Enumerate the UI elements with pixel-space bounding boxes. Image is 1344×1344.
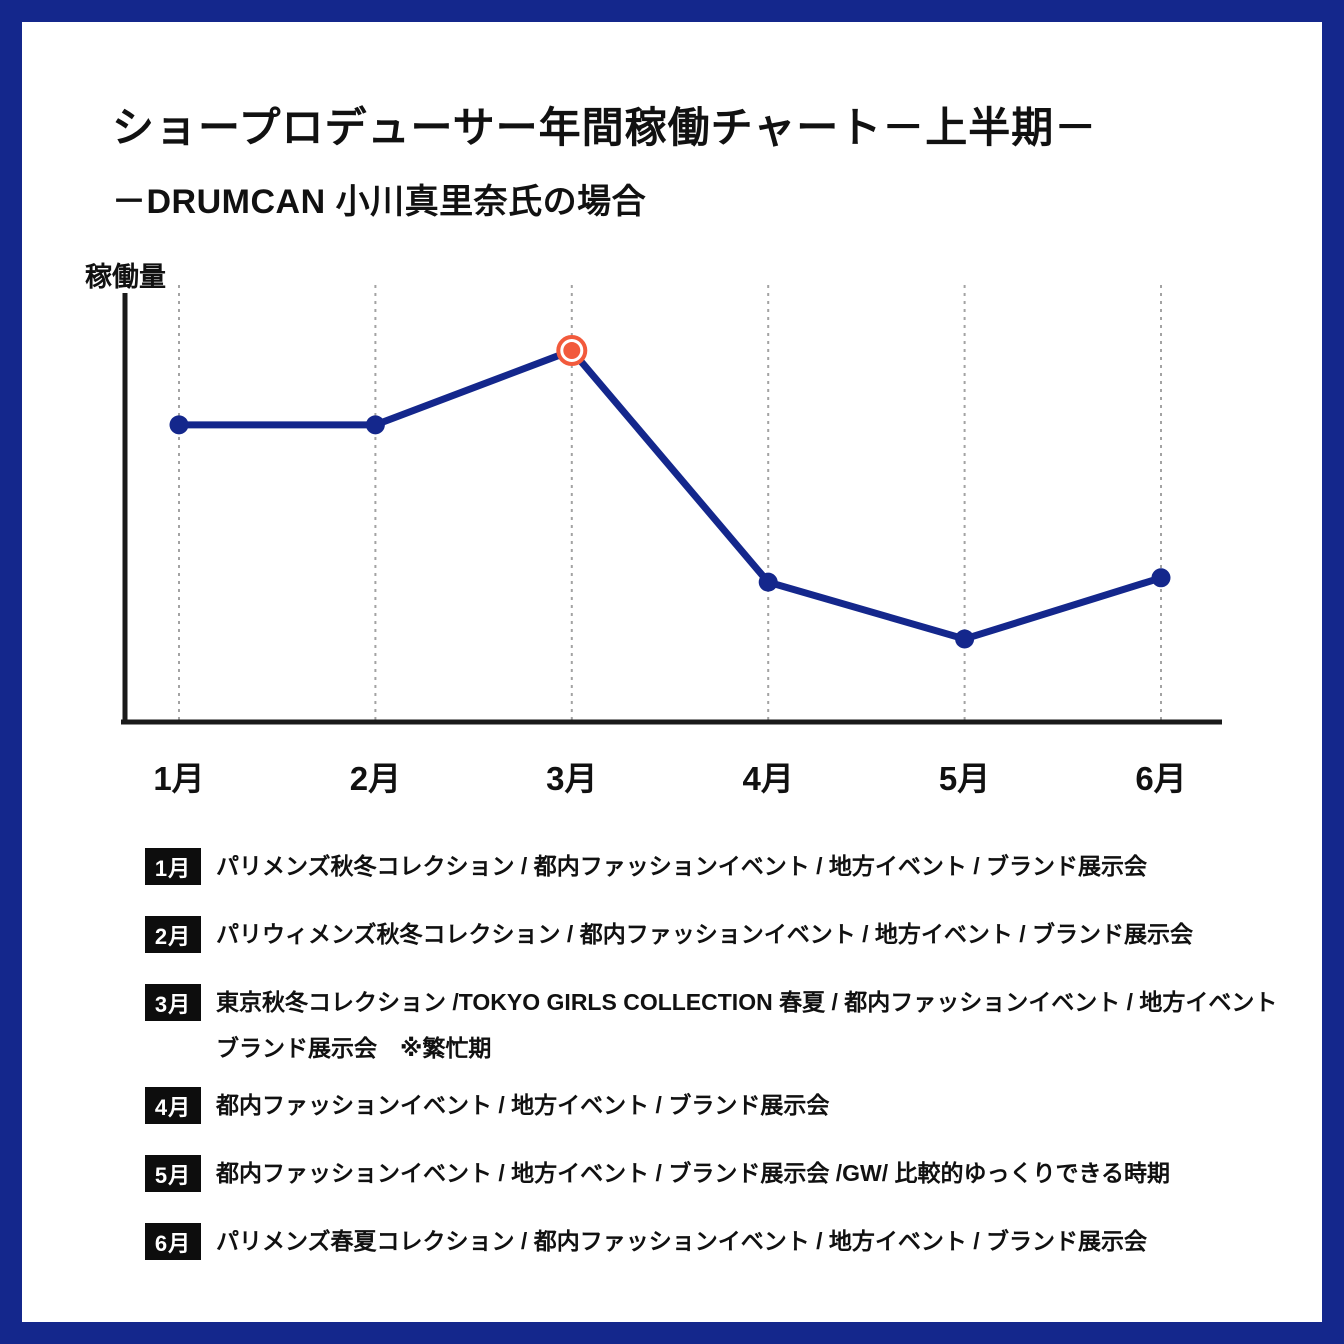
x-tick-label: 4月 xyxy=(743,760,794,797)
legend-text: ブランド展示会 ※繁忙期 xyxy=(216,1035,492,1061)
month-badge: 5月 xyxy=(145,1155,201,1192)
month-badge: 3月 xyxy=(145,984,201,1021)
chart-point xyxy=(758,572,778,592)
legend-text: 東京秋冬コレクション /TOKYO GIRLS COLLECTION 春夏 / … xyxy=(216,989,1278,1015)
page-subtitle: －DRUMCAN 小川真里奈氏の場合 xyxy=(112,183,647,221)
y-axis-label: 稼働量 xyxy=(85,262,166,292)
chart-point xyxy=(1151,568,1171,588)
x-tick-label: 1月 xyxy=(153,760,204,797)
legend-text: パリメンズ春夏コレクション / 都内ファッションイベント / 地方イベント / … xyxy=(216,1228,1148,1254)
x-tick-label: 3月 xyxy=(546,760,597,797)
chart-point xyxy=(365,415,385,435)
legend-text: 都内ファッションイベント / 地方イベント / ブランド展示会 /GW/ 比較的… xyxy=(216,1160,1171,1186)
month-badge: 6月 xyxy=(145,1223,201,1260)
legend-row-may: 5月 都内ファッションイベント / 地方イベント / ブランド展示会 /GW/ … xyxy=(145,1155,1285,1192)
legend-row-february: 2月 パリウィメンズ秋冬コレクション / 都内ファッションイベント / 地方イベ… xyxy=(145,916,1285,953)
chart-point xyxy=(169,415,189,435)
legend-row-march: 3月 東京秋冬コレクション /TOKYO GIRLS COLLECTION 春夏… xyxy=(145,984,1285,1066)
legend-row-january: 1月 パリメンズ秋冬コレクション / 都内ファッションイベント / 地方イベント… xyxy=(145,848,1285,885)
legend-text: パリウィメンズ秋冬コレクション / 都内ファッションイベント / 地方イベント … xyxy=(216,921,1194,947)
workload-line-chart: 1月 2月 3月 4月 5月 6月 xyxy=(121,285,1222,797)
month-badge: 4月 xyxy=(145,1087,201,1124)
chart-point-highlight xyxy=(563,342,581,360)
legend-text: パリメンズ秋冬コレクション / 都内ファッションイベント / 地方イベント / … xyxy=(216,853,1148,879)
chart-point xyxy=(955,629,975,649)
legend-row-june: 6月 パリメンズ春夏コレクション / 都内ファッションイベント / 地方イベント… xyxy=(145,1223,1285,1260)
workload-line xyxy=(175,347,1165,643)
month-badge: 2月 xyxy=(145,916,201,953)
page-title: ショープロデューサー年間稼働チャート－上半期－ xyxy=(112,104,1098,151)
legend-row-april: 4月 都内ファッションイベント / 地方イベント / ブランド展示会 xyxy=(145,1087,1285,1124)
x-tick-label: 5月 xyxy=(939,760,990,797)
month-legend: 1月 パリメンズ秋冬コレクション / 都内ファッションイベント / 地方イベント… xyxy=(145,848,1285,1291)
legend-text: 都内ファッションイベント / 地方イベント / ブランド展示会 xyxy=(216,1092,830,1118)
x-tick-label: 2月 xyxy=(350,760,401,797)
x-tick-label: 6月 xyxy=(1135,760,1186,797)
month-badge: 1月 xyxy=(145,848,201,885)
